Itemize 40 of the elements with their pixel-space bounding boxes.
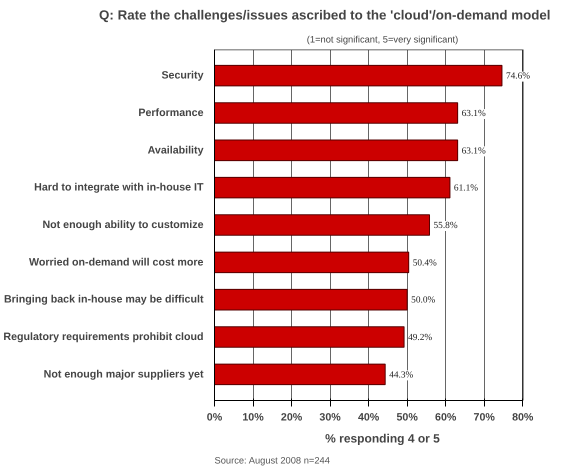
x-tick-label: 80% xyxy=(512,412,534,424)
x-tick-label: 50% xyxy=(396,412,418,424)
data-label: 49.2% xyxy=(408,333,432,344)
bar xyxy=(214,214,430,236)
chart-title: Q: Rate the challenges/issues ascribed to the 'cloud'/on-demand model xyxy=(99,8,551,22)
source-note: Source: August 2008 n=244 xyxy=(214,456,330,466)
bar xyxy=(214,64,502,86)
y-tick-label: Hard to integrate with in-house IT xyxy=(34,182,204,194)
data-label: 55.8% xyxy=(434,221,458,231)
x-tick-label: 20% xyxy=(280,412,303,424)
x-tick-label: 60% xyxy=(435,412,457,424)
y-tick-label: Not enough ability to customize xyxy=(42,219,204,231)
bar xyxy=(214,364,386,386)
y-tick-label: Worried on-demand will cost more xyxy=(29,256,204,268)
data-label: 63.1% xyxy=(462,146,486,156)
bar xyxy=(214,252,410,274)
data-label: 44.3% xyxy=(389,370,414,380)
bar xyxy=(214,102,458,124)
bar xyxy=(214,288,408,310)
y-tick-label: Performance xyxy=(138,106,204,119)
x-tick-label: 0% xyxy=(206,412,223,424)
data-label: 50.0% xyxy=(411,296,436,306)
y-tick-label: Availability xyxy=(148,144,204,156)
x-tick-label: 30% xyxy=(319,412,342,424)
y-tick-label: Bringing back in-house may be difficult xyxy=(4,294,204,306)
y-tick-label: Not enough major suppliers yet xyxy=(44,368,204,380)
x-tick-label: 40% xyxy=(358,412,380,424)
data-label: 63.1% xyxy=(462,108,486,119)
bar xyxy=(214,140,458,162)
bar xyxy=(214,176,450,198)
x-axis-title: % responding 4 or 5 xyxy=(325,432,440,446)
x-tick-label: 70% xyxy=(474,412,496,424)
x-tick-label: 10% xyxy=(242,412,264,424)
y-tick-label: Security xyxy=(161,70,204,82)
data-label: 50.4% xyxy=(412,258,438,268)
chart-subtitle: (1=not significant, 5=very significant) xyxy=(306,34,458,44)
data-label: 61.1% xyxy=(454,184,478,194)
y-tick-label: Regulatory requirements prohibit cloud xyxy=(3,331,204,344)
bar xyxy=(214,326,405,348)
data-label: 74.6% xyxy=(506,72,530,82)
